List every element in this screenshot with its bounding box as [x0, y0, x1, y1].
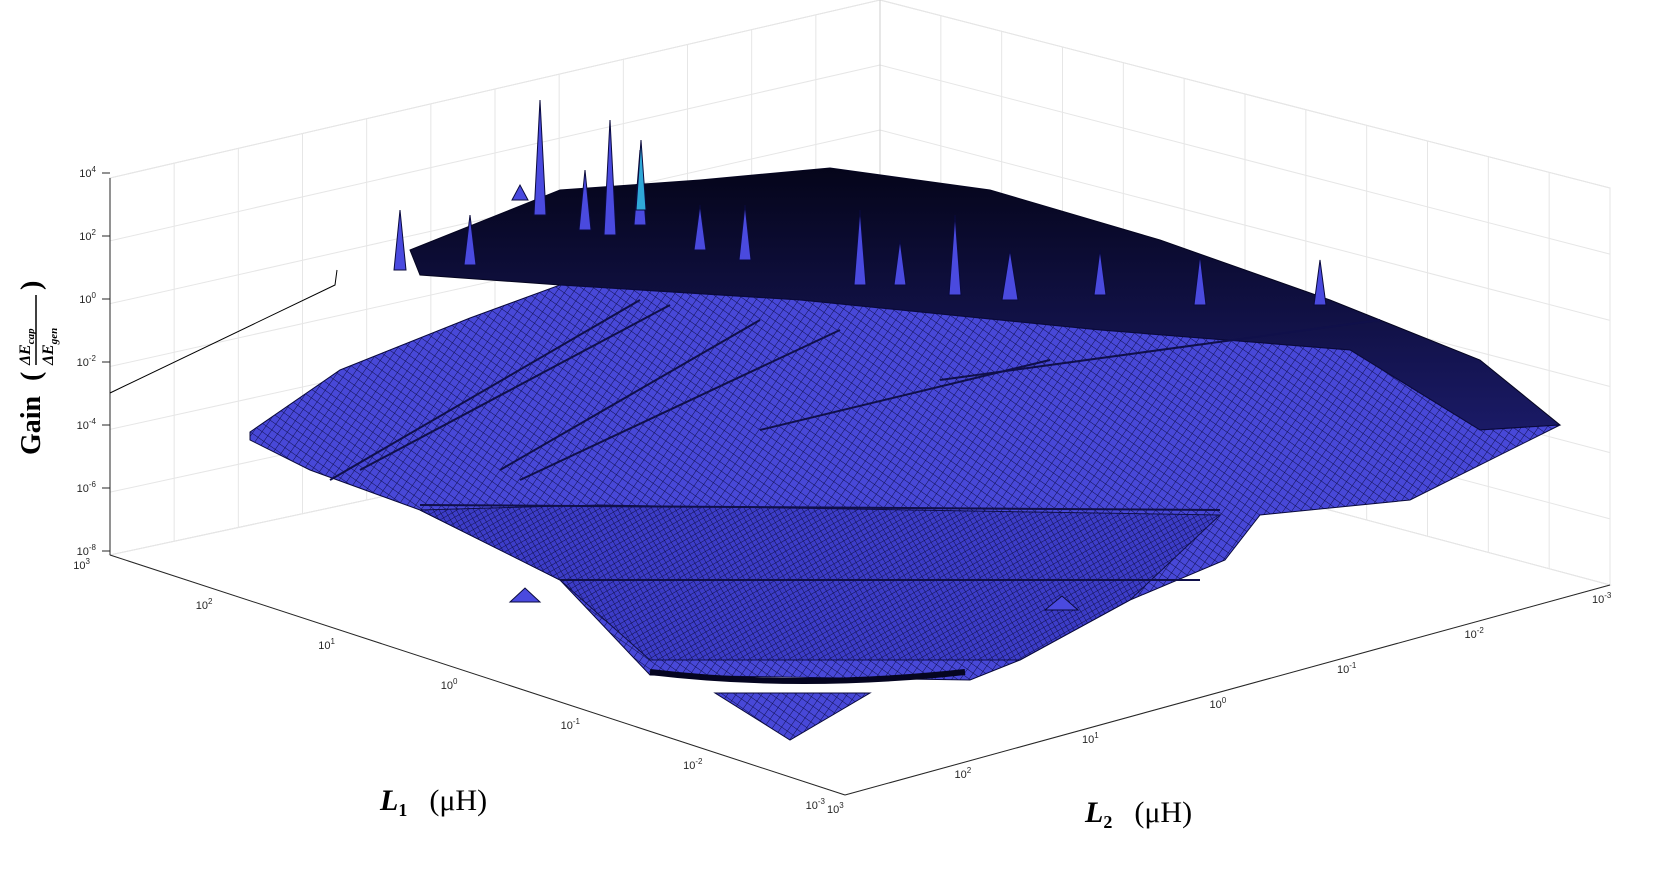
y-tick-label: 103 [827, 801, 844, 816]
z-tick-label: 10-2 [77, 354, 97, 369]
x-tick-label: 102 [196, 597, 213, 612]
z-axis-ticks: 10-8 10-6 10-4 10-2 100 102 104 [77, 165, 110, 558]
zlabel-den-sub: gen [48, 328, 60, 346]
y-tick-label: 102 [955, 766, 972, 781]
y-axis-label: L2 (μH) [1084, 796, 1192, 832]
spike [393, 209, 407, 271]
y-axis-unit: (μH) [1134, 796, 1192, 829]
x-tick-label: 10-1 [561, 717, 581, 732]
z-tick-label: 100 [79, 291, 96, 306]
y-tick-label: 10-1 [1337, 661, 1357, 676]
spike [1093, 249, 1107, 296]
x-tick-label: 100 [441, 677, 458, 692]
x-axis-sub: 1 [398, 800, 407, 820]
svg-text:(: ( [16, 372, 47, 381]
stray-trace [109, 269, 338, 394]
y-tick-label: 10-3 [1592, 591, 1612, 606]
spike [738, 204, 752, 261]
spike [578, 169, 592, 231]
x-tick-label: 10-2 [683, 757, 703, 772]
svg-text:ΔEcap: ΔEcap [17, 328, 37, 366]
spike [603, 119, 617, 236]
spike [893, 239, 907, 286]
spike [1193, 254, 1207, 306]
spike [1313, 259, 1327, 306]
z-tick-label: 10-8 [77, 543, 97, 558]
y-tick-label: 100 [1210, 696, 1227, 711]
y-axis-sub: 2 [1103, 812, 1112, 832]
x-axis-label: L1 (μH) [379, 784, 487, 820]
svg-text:L1(μH): L1 (μH) [379, 784, 487, 820]
z-axis-name: Gain [16, 395, 47, 455]
resonance-spikes [393, 99, 1327, 306]
zlabel-den: ΔE [40, 344, 57, 366]
y-tick-label: 10-2 [1465, 626, 1485, 641]
zlabel-num-sub: cap [25, 328, 37, 344]
x-axis-unit: (μH) [429, 784, 487, 817]
z-tick-label: 10-4 [77, 417, 97, 432]
y-tick-label: 101 [1082, 731, 1099, 746]
svg-text:L2(μH): L2 (μH) [1084, 796, 1192, 832]
z-axis-label: Gain ( ΔEcap ΔEgen ) [16, 281, 60, 455]
x-tick-label: 103 [73, 557, 90, 572]
x-axis-ticks: 103 102 101 100 10-1 10-2 10-3 [73, 557, 825, 812]
spike [511, 183, 529, 201]
x-axis-name: L [379, 784, 398, 817]
spike [693, 204, 707, 251]
x-tick-label: 101 [318, 637, 335, 652]
svg-text:): ) [16, 281, 47, 290]
y-axis-name: L [1084, 796, 1103, 829]
spike [948, 214, 962, 296]
spike [853, 209, 867, 286]
z-tick-label: 104 [79, 165, 96, 180]
zlabel-num: ΔE [17, 344, 34, 366]
z-tick-label: 10-6 [77, 480, 97, 495]
y-axis-ticks: 103 102 101 100 10-1 10-2 10-3 [827, 591, 1612, 816]
z-tick-label: 102 [79, 228, 96, 243]
x-tick-label: 10-3 [806, 797, 826, 812]
svg-text:ΔEgen: ΔEgen [40, 328, 60, 366]
spike [1001, 249, 1019, 301]
spike [463, 214, 477, 266]
spike-highlight [635, 139, 647, 211]
spike [533, 99, 547, 216]
